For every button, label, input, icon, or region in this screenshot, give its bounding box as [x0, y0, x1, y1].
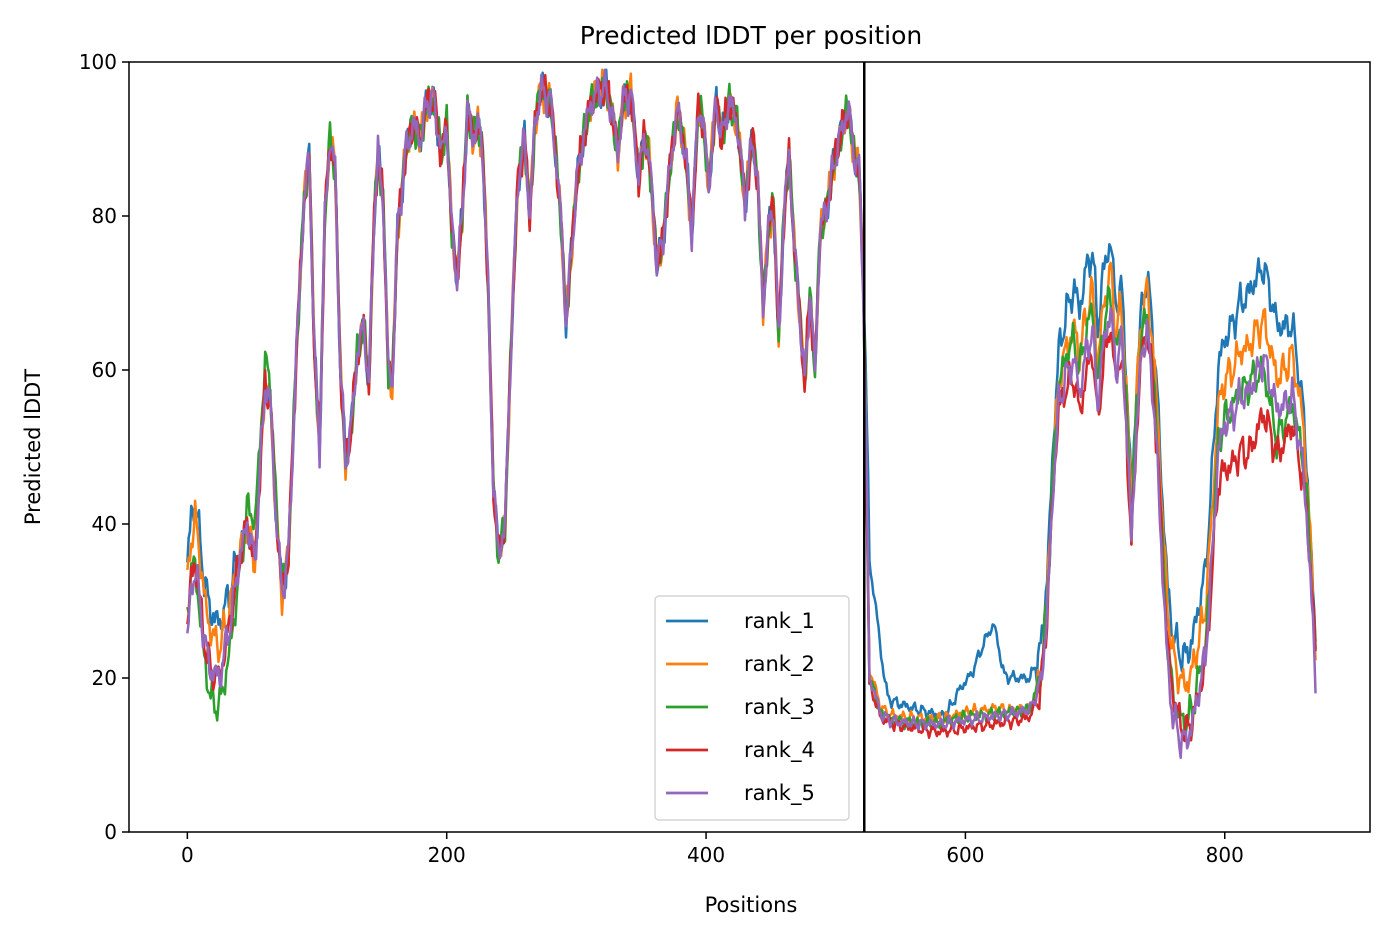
legend-label-rank_1: rank_1 [744, 609, 815, 634]
x-tick-label: 600 [946, 843, 984, 867]
series-layer [186, 68, 1317, 760]
y-axis-label: Predicted lDDT [21, 369, 45, 525]
x-tick-label: 800 [1206, 843, 1244, 867]
y-tick-label: 60 [92, 358, 117, 382]
chart-title: Predicted lDDT per position [580, 21, 922, 50]
y-axis: 0 20 40 60 80 100 [79, 50, 129, 844]
x-axis-label: Positions [705, 893, 798, 917]
legend-label-rank_4: rank_4 [744, 738, 815, 763]
y-tick-label: 0 [104, 820, 117, 844]
x-tick-label: 200 [428, 843, 466, 867]
series-line-rank_5 [186, 68, 1317, 760]
y-tick-label: 100 [79, 50, 117, 74]
x-axis: 0 200 400 600 800 [181, 832, 1244, 867]
legend-label-rank_2: rank_2 [744, 652, 815, 677]
legend-label-rank_3: rank_3 [744, 695, 815, 720]
x-tick-label: 0 [181, 843, 194, 867]
legend-label-rank_5: rank_5 [744, 781, 815, 806]
legend-box [654, 595, 850, 821]
legend: rank_1 rank_2 rank_3 rank_4 rank_5 [654, 595, 850, 821]
y-tick-label: 20 [92, 666, 117, 690]
y-tick-label: 40 [92, 512, 117, 536]
plot-frame [128, 61, 1371, 833]
x-tick-label: 400 [687, 843, 725, 867]
y-tick-label: 80 [92, 204, 117, 228]
